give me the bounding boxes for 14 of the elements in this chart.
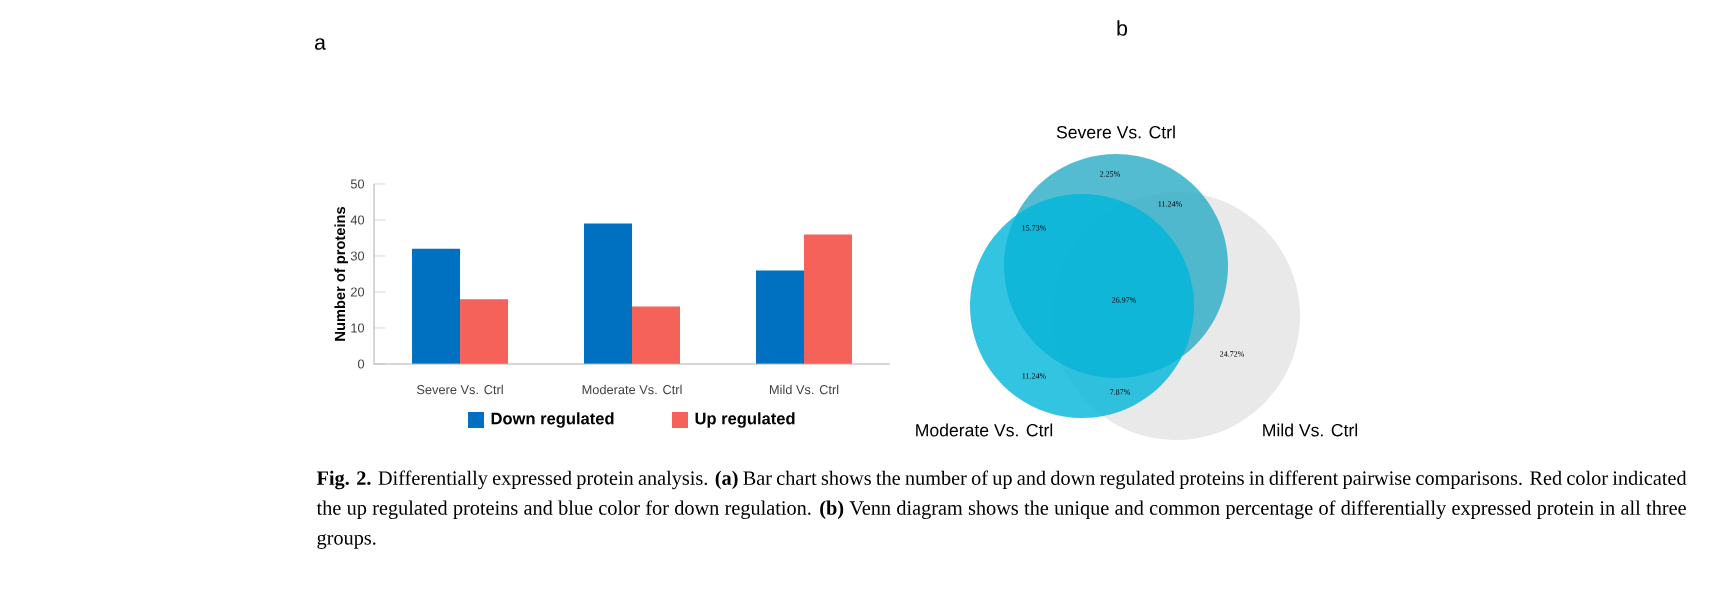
text: Fig. 2. Differentially expressed protein analysis. (a) Bar chart shows the number of up and down regulated proteins in different pairwise comparisons. Red color indicated the up regulated proteins and blue color for down regulation. (b) Venn diagram shows the unique and common percentage of differentially expressed protein in all three groups. — [316, 470, 1687, 549]
bar — [584, 223, 633, 364]
category-label: Moderate Vs. Ctrl — [916, 423, 1053, 437]
category-label: Mild Vs. Ctrl — [1263, 423, 1358, 437]
text: b — [1117, 20, 1128, 36]
bar — [460, 299, 509, 364]
bar — [804, 234, 852, 364]
bar — [756, 270, 804, 364]
legend-label: Down regulated — [491, 412, 614, 428]
legend-label: Up regulated — [695, 412, 795, 428]
bar — [412, 248, 461, 364]
chart-title: a — [315, 38, 326, 50]
bar — [632, 306, 681, 364]
category-label: Severe Vs. Ctrl — [1056, 125, 1175, 139]
